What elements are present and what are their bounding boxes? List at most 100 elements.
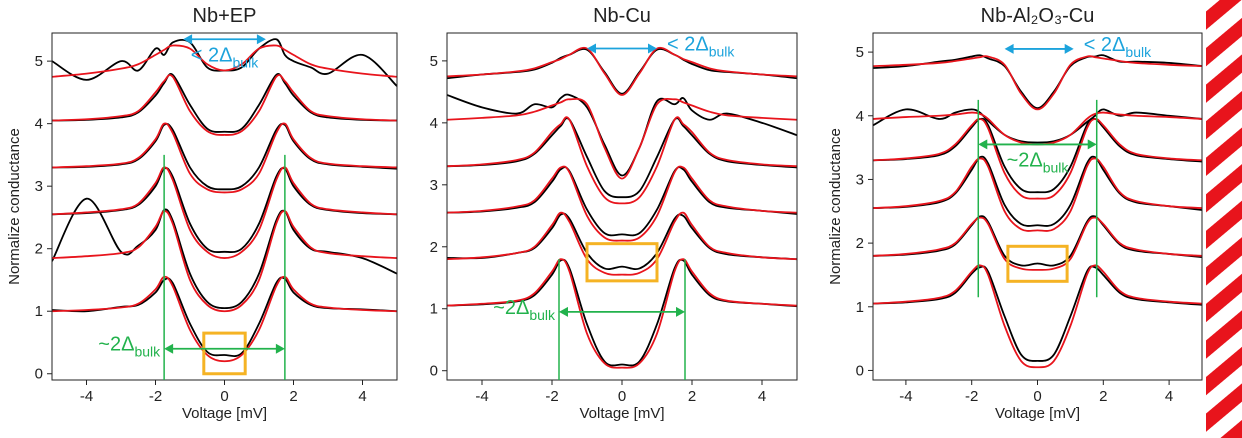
gap-label-sub: bulk xyxy=(1125,44,1152,60)
plot-frame xyxy=(446,32,798,381)
conductance-curve xyxy=(447,166,797,237)
conductance-curve xyxy=(873,55,1202,111)
y-tick-label: 4 xyxy=(856,108,864,125)
gap-label-main: ~2Δ xyxy=(1007,149,1043,171)
conductance-curve xyxy=(447,46,797,96)
chart-title: Nb+EP xyxy=(193,5,257,27)
conductance-curve xyxy=(52,275,397,363)
y-tick-label: 0 xyxy=(35,366,43,383)
x-tick-label: 0 xyxy=(1033,388,1041,405)
x-tick-label: 4 xyxy=(1165,388,1173,405)
conductance-curve xyxy=(52,166,397,259)
gap-label: < 2Δbulk xyxy=(1084,34,1152,60)
y-tick-label: 0 xyxy=(430,363,438,380)
chart-title: Nb-Al₂O₃-Cu xyxy=(981,5,1095,27)
conductance-curve xyxy=(52,210,397,313)
x-tick-label: -4 xyxy=(80,388,93,405)
arrow-head xyxy=(1064,43,1074,54)
gap-label-main: < 2Δ xyxy=(667,33,709,55)
gap-label-main: ~2Δ xyxy=(98,334,134,356)
conductance-curve xyxy=(52,74,397,136)
gap-label-sub: bulk xyxy=(709,43,736,59)
x-axis-label: Voltage [mV] xyxy=(579,405,664,422)
gap-label-main: < 2Δ xyxy=(1084,34,1126,56)
conductance-curve xyxy=(447,211,797,276)
chart-title: Nb-Cu xyxy=(593,5,651,27)
x-tick-label: -2 xyxy=(965,388,978,405)
gap-label: ~2Δbulk xyxy=(1007,149,1070,175)
highlight-box xyxy=(585,242,659,283)
highlight-box xyxy=(1006,244,1069,283)
conductance-curve xyxy=(447,93,797,177)
gap-label-main: < 2Δ xyxy=(191,44,233,66)
y-tick-label: 4 xyxy=(430,115,438,132)
arrow-head xyxy=(559,306,568,317)
x-tick-label: 4 xyxy=(358,388,366,405)
conductance-curve xyxy=(52,167,397,253)
arrow-head xyxy=(1004,43,1014,54)
arrow-head xyxy=(648,43,657,54)
y-tick-label: 5 xyxy=(35,53,43,70)
x-axis-label: Voltage [mV] xyxy=(995,405,1080,422)
conductance-curve xyxy=(447,48,797,95)
x-tick-label: 4 xyxy=(758,388,766,405)
highlight-box xyxy=(202,331,247,376)
y-tick-label: 1 xyxy=(430,301,438,318)
conductance-curve xyxy=(873,157,1202,232)
arrow-head xyxy=(1087,139,1097,150)
x-tick-label: -2 xyxy=(545,388,558,405)
y-tick-label: 5 xyxy=(430,53,438,70)
conductance-curve xyxy=(447,97,797,180)
conductance-curve xyxy=(52,44,397,78)
x-tick-label: -2 xyxy=(149,388,162,405)
conductance-curve xyxy=(52,122,397,191)
y-tick-label: 2 xyxy=(430,239,438,256)
decoration-stripes xyxy=(1206,0,1242,438)
y-tick-label: 2 xyxy=(856,235,864,252)
y-tick-label: 4 xyxy=(35,116,43,133)
arrow-head xyxy=(676,306,685,317)
arrow-head xyxy=(183,34,193,45)
series-group xyxy=(873,54,1202,369)
series-group xyxy=(447,46,797,369)
panel: 0 1 2 3 4 5 -4 -2 0 2 4 Nb+EP Voltage [mV] Normalize … xyxy=(6,5,398,422)
conductance-curve xyxy=(447,258,797,367)
conductance-curve xyxy=(873,54,1202,110)
x-tick-label: 0 xyxy=(220,388,228,405)
y-tick-label: 2 xyxy=(35,241,43,258)
conductance-curve xyxy=(447,116,797,205)
plot-frame xyxy=(51,32,398,381)
y-tick-label: 1 xyxy=(35,303,43,320)
conductance-curve xyxy=(873,111,1202,146)
arrow-head xyxy=(275,343,285,354)
x-tick-label: -4 xyxy=(899,388,912,405)
panel: 0 1 2 3 4 5 -4 -2 0 2 4 Nb-Al₂O₃-Cu Voltage [mV] Norm… xyxy=(827,5,1203,422)
gap-label-main: ~2Δ xyxy=(493,297,529,319)
gap-label: < 2Δbulk xyxy=(191,44,259,70)
conductance-curve xyxy=(447,165,797,242)
x-tick-label: 2 xyxy=(688,388,696,405)
y-axis-label: Normalize conductance xyxy=(6,128,23,285)
conductance-curve xyxy=(52,122,397,194)
conductance-curve xyxy=(52,73,397,133)
conductance-curve xyxy=(447,212,797,271)
gap-label-sub: bulk xyxy=(134,344,161,360)
conductance-curve xyxy=(873,265,1202,362)
y-tick-label: 1 xyxy=(856,299,864,316)
y-tick-label: 5 xyxy=(856,44,864,61)
conductance-curve xyxy=(52,197,397,309)
gap-label-sub: bulk xyxy=(1043,159,1070,175)
conductance-curve xyxy=(873,215,1202,267)
arrow-head xyxy=(587,43,596,54)
y-tick-label: 3 xyxy=(856,171,864,188)
x-axis-label: Voltage [mV] xyxy=(182,405,267,422)
gap-label-sub: bulk xyxy=(233,54,260,70)
arrow-head xyxy=(256,34,266,45)
plot-frame xyxy=(872,32,1203,381)
y-tick-label: 0 xyxy=(856,362,864,379)
gap-label-sub: bulk xyxy=(529,307,556,323)
conductance-curve xyxy=(873,117,1202,194)
gap-label: ~2Δbulk xyxy=(98,334,161,360)
series-group xyxy=(52,38,397,363)
x-tick-label: 2 xyxy=(1099,388,1107,405)
